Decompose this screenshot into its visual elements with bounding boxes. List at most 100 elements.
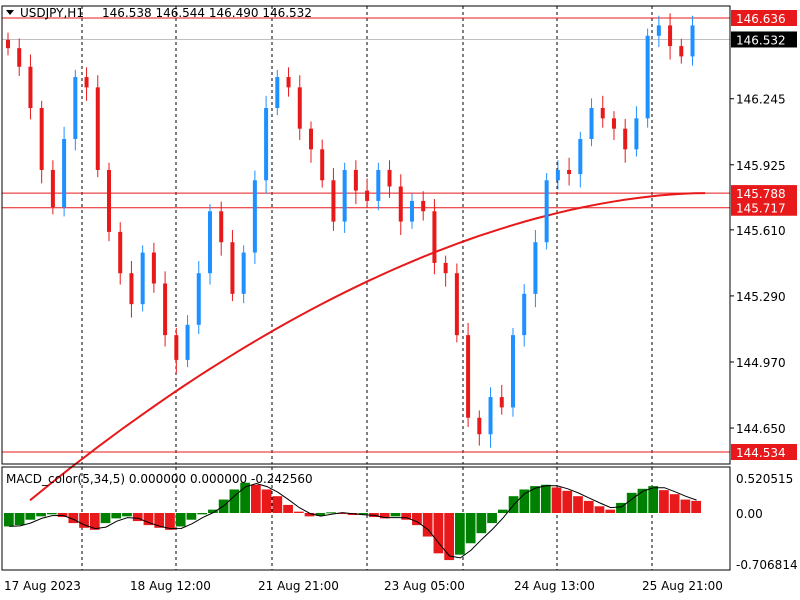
bull-candle[interactable] xyxy=(578,138,583,175)
candles[interactable] xyxy=(6,13,695,448)
bear-candle[interactable] xyxy=(320,149,325,181)
bear-candle[interactable] xyxy=(611,118,616,129)
level-label: 145.788 xyxy=(736,187,786,201)
bull-candle[interactable] xyxy=(241,252,246,294)
moving-average-line xyxy=(29,192,706,502)
bear-candle[interactable] xyxy=(28,66,33,109)
bear-candle[interactable] xyxy=(129,273,134,305)
bull-candle[interactable] xyxy=(634,118,639,150)
moving-average xyxy=(29,192,706,502)
histogram-bar xyxy=(530,486,540,513)
bear-candle[interactable] xyxy=(477,417,482,435)
bull-candle[interactable] xyxy=(488,397,493,435)
bear-candle[interactable] xyxy=(174,335,179,360)
bear-candle[interactable] xyxy=(387,169,392,187)
bull-candle[interactable] xyxy=(342,169,347,222)
bear-candle[interactable] xyxy=(6,39,10,49)
bear-candle[interactable] xyxy=(106,169,111,232)
indicator-tick-label: 0.520515 xyxy=(736,472,793,486)
bull-candle[interactable] xyxy=(73,77,78,139)
bull-candle[interactable] xyxy=(252,180,257,253)
bear-candle[interactable] xyxy=(163,283,168,336)
histogram-bar xyxy=(261,489,272,513)
bear-candle[interactable] xyxy=(219,211,224,243)
histogram-bar xyxy=(465,513,476,544)
histogram-bar xyxy=(680,499,691,513)
bear-candle[interactable] xyxy=(118,231,123,274)
histogram-bar xyxy=(68,513,79,524)
time-tick-label: 23 Aug 05:00 xyxy=(384,579,465,593)
bear-candle[interactable] xyxy=(230,242,235,294)
bull-candle[interactable] xyxy=(656,25,661,36)
current-price-label: 146.532 xyxy=(736,33,786,47)
level-label-box xyxy=(731,10,797,26)
bear-candle[interactable] xyxy=(668,25,673,47)
bull-candle[interactable] xyxy=(544,180,549,243)
bear-candle[interactable] xyxy=(50,169,55,208)
indicator-label: MACD_color(5,34,5) 0.000000 0.000000 -0.… xyxy=(6,472,313,486)
bear-candle[interactable] xyxy=(600,108,605,119)
bull-candle[interactable] xyxy=(589,108,594,139)
histogram-bar xyxy=(562,490,573,513)
histogram-bar xyxy=(551,487,562,513)
histogram-bar xyxy=(14,513,25,526)
bull-candle[interactable] xyxy=(140,252,145,305)
bull-candle[interactable] xyxy=(522,293,527,336)
bear-candle[interactable] xyxy=(331,180,336,222)
bull-candle[interactable] xyxy=(645,35,650,119)
bull-candle[interactable] xyxy=(690,25,695,57)
bear-candle[interactable] xyxy=(398,186,403,222)
symbol-dropdown-icon[interactable] xyxy=(6,10,14,15)
bull-candle[interactable] xyxy=(185,324,190,360)
bear-candle[interactable] xyxy=(567,169,572,175)
bear-candle[interactable] xyxy=(365,190,370,201)
histogram-bar xyxy=(401,513,412,520)
bear-candle[interactable] xyxy=(499,397,504,408)
bear-candle[interactable] xyxy=(421,200,426,212)
bear-candle[interactable] xyxy=(297,87,302,129)
histogram-bar xyxy=(4,513,14,527)
histogram-bar xyxy=(36,513,46,517)
bull-candle[interactable] xyxy=(555,169,560,181)
histogram-bar xyxy=(326,512,336,514)
price-tick-label: 145.290 xyxy=(736,290,786,304)
bull-candle[interactable] xyxy=(533,242,538,294)
bear-candle[interactable] xyxy=(623,128,628,150)
bear-candle[interactable] xyxy=(151,252,156,284)
bear-candle[interactable] xyxy=(443,262,448,274)
bull-candle[interactable] xyxy=(264,108,269,181)
bull-candle[interactable] xyxy=(196,273,201,325)
bear-candle[interactable] xyxy=(84,77,89,88)
bear-candle[interactable] xyxy=(286,77,291,88)
bear-candle[interactable] xyxy=(39,108,44,170)
histogram-bar xyxy=(669,494,680,513)
price-tick-label: 144.970 xyxy=(736,356,786,370)
bull-candle[interactable] xyxy=(62,138,67,208)
histogram-bar xyxy=(197,513,208,515)
bear-candle[interactable] xyxy=(454,273,459,336)
time-tick-label: 18 Aug 12:00 xyxy=(130,579,211,593)
bull-candle[interactable] xyxy=(376,169,381,201)
time-tick-label: 25 Aug 21:00 xyxy=(642,579,723,593)
indicator-tick-label: 0.00 xyxy=(736,507,763,521)
bull-candle[interactable] xyxy=(207,211,212,274)
bear-candle[interactable] xyxy=(308,128,313,150)
bull-candle[interactable] xyxy=(409,200,414,222)
bear-candle[interactable] xyxy=(432,211,437,263)
macd-histogram xyxy=(4,482,701,561)
bear-candle[interactable] xyxy=(679,46,684,57)
bull-candle[interactable] xyxy=(510,335,515,408)
histogram-bar xyxy=(293,511,304,513)
time-tick-label: 21 Aug 21:00 xyxy=(258,579,339,593)
bull-candle[interactable] xyxy=(275,77,280,109)
bear-candle[interactable] xyxy=(466,335,471,418)
chart-frames xyxy=(1,5,731,571)
level-label: 144.534 xyxy=(736,446,786,460)
histogram-bar xyxy=(659,490,669,513)
bear-candle[interactable] xyxy=(17,48,22,67)
bear-candle[interactable] xyxy=(95,87,100,170)
bear-candle[interactable] xyxy=(353,169,358,191)
